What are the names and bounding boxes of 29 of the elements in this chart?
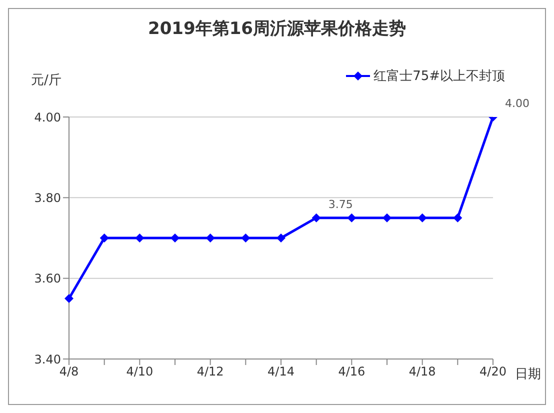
point — [206, 234, 215, 242]
x-tick-label: 4/20 — [480, 364, 506, 379]
point — [312, 213, 321, 222]
x-tick-label: 4/10 — [126, 364, 154, 379]
point — [276, 234, 286, 242]
y-tick-label: 3.60 — [34, 272, 61, 286]
x-tick-label: 4/16 — [338, 364, 366, 379]
y-tick-label: 3.40 — [34, 352, 61, 366]
x-tick-label: 4/8 — [59, 364, 79, 379]
point — [100, 234, 109, 242]
point — [453, 213, 462, 222]
point — [241, 234, 250, 242]
legend-label: 红富士75#以上不封顶 — [374, 68, 505, 85]
data-label: 4.00 — [505, 97, 530, 110]
point — [135, 234, 144, 242]
x-tick-label: 4/14 — [268, 364, 294, 379]
x-tick-label: 4/18 — [408, 364, 436, 379]
point — [64, 294, 74, 303]
data-label: 3.75 — [328, 198, 353, 211]
x-tick-label: 4/12 — [196, 364, 224, 379]
y-axis-title: 元/斤 — [31, 72, 62, 89]
y-tick-label: 3.80 — [34, 190, 61, 205]
point — [382, 213, 392, 222]
point — [170, 234, 180, 242]
x-axis-title: 日期 — [515, 366, 541, 383]
point — [347, 213, 356, 222]
chart-title: 2019年第16周沂源苹果价格走势 — [147, 18, 407, 40]
point — [418, 213, 427, 222]
y-tick-label: 4.00 — [34, 110, 61, 124]
